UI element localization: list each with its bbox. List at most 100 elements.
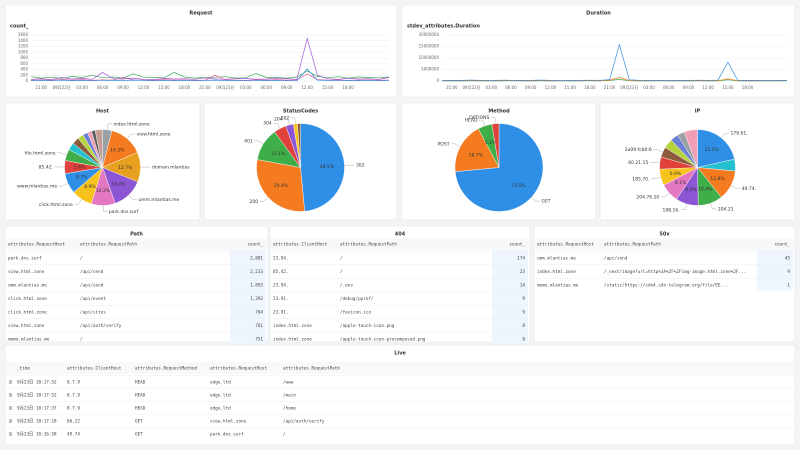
table-cell: /api/send <box>80 283 104 289</box>
panel-title: Live <box>394 351 406 357</box>
pie-slice <box>94 129 103 168</box>
x-tick-label: 03:00 <box>76 85 88 90</box>
slice-label: file.html.zone <box>25 150 56 156</box>
row-icon <box>9 380 12 384</box>
slice-value-label: 73.5% <box>511 183 526 189</box>
table-cell: /static/https://cdn4.cdn-telegram.org/fi… <box>604 283 728 289</box>
slice-label: 185.70. <box>632 176 649 182</box>
column-header: attributes.RequestHost <box>537 242 594 248</box>
table-cell: umm.mlantias.me <box>537 256 576 262</box>
table-cell: /api/send <box>604 256 628 262</box>
table-cell: 23.94. <box>273 256 289 262</box>
x-tick-label: 21:00 <box>35 85 47 90</box>
slice-label: 302 <box>356 163 365 169</box>
table-cell: 2,233 <box>250 269 263 275</box>
slice-value-label: 48.5% <box>320 164 335 170</box>
x-tick-label: 09月23日 <box>620 85 638 90</box>
y-tick-label: 1000 <box>18 49 29 54</box>
x-tick-label: 09月22日 <box>53 85 71 90</box>
leader-line <box>127 133 136 139</box>
table-cell: 764 <box>255 310 263 316</box>
table-cell: 8 <box>522 337 525 343</box>
y-tick-label: 0 <box>25 78 28 83</box>
table-cell: 23.91. <box>273 310 289 316</box>
x-tick-label: 18:00 <box>179 85 191 90</box>
table-cell: 66.22 <box>67 419 80 425</box>
leader-line <box>290 117 296 124</box>
slice-label: 2a09:fcb0:6 <box>625 147 652 153</box>
header-row <box>6 362 794 374</box>
column-header: attributes.RequestPath <box>340 242 397 248</box>
table-cell: /debug/pprof/ <box>340 296 374 302</box>
leader-line <box>74 199 82 205</box>
slice-value-label: 6.9% <box>670 171 682 177</box>
leader-line <box>254 140 264 145</box>
leader-line <box>653 149 663 153</box>
table-cell: 9月23日 18:17:52 <box>17 393 57 399</box>
x-tick-label: 09:00 <box>525 85 537 90</box>
slice-label: GET <box>541 199 550 205</box>
leader-line <box>730 185 741 189</box>
y-tick-label: 5000000 <box>421 67 439 72</box>
table-cell: 174 <box>517 256 525 262</box>
slice-label: www.mlantias.me <box>17 184 57 190</box>
table-cell: park.dns.surf <box>8 256 42 262</box>
table-cell: 1,893 <box>250 283 263 289</box>
slice-value-label: 21.5% <box>705 147 720 153</box>
table-cell: 85.42. <box>273 269 289 275</box>
column-header: attributes.RequestPath <box>283 366 340 372</box>
x-tick-label: 15:00 <box>322 85 334 90</box>
slice-value-label: 5.6% <box>74 165 86 171</box>
row-icon <box>9 419 12 423</box>
slice-label: 204.21 <box>718 206 734 212</box>
line-series <box>441 43 788 81</box>
panel-title: 50x <box>659 232 670 238</box>
x-tick-label: 09:00 <box>117 85 129 90</box>
pie-slice <box>300 123 345 212</box>
table-cell: view.html.zone <box>8 323 45 329</box>
x-tick-label: 06:00 <box>97 85 109 90</box>
table-cell: 9月23日 18:17:37 <box>17 406 57 412</box>
table-cell: umm.mlantias.me <box>8 283 47 289</box>
table-cell: 2,881 <box>250 256 263 262</box>
panel-title: Host <box>96 109 110 115</box>
table-cell: HEAD <box>135 393 146 399</box>
row-icon <box>9 406 12 410</box>
pie-slice <box>256 159 305 212</box>
table-cell: HEAD <box>135 380 146 386</box>
slice-label: 401 <box>244 138 253 144</box>
y-tick-label: 0 <box>436 78 439 83</box>
table-cell: /api/event <box>80 296 106 302</box>
panel <box>4 344 796 446</box>
row-icon <box>9 432 12 436</box>
slice-label: umm.mlantias.me <box>138 197 179 203</box>
slice-label: 179.61. <box>731 131 748 137</box>
x-tick-label: 12:00 <box>545 85 557 90</box>
table-cell: / <box>283 432 286 438</box>
table-cell: view.html.zone <box>8 269 45 275</box>
leader-line <box>478 119 486 126</box>
table-cell: 9 <box>522 296 525 302</box>
panel-title: 404 <box>395 232 406 238</box>
slice-value-label: 14.5% <box>110 148 125 154</box>
table-cell: 9月23日 18:16:58 <box>17 432 57 438</box>
table-cell: 14 <box>520 283 526 289</box>
x-tick-label: 09月22日 <box>462 85 480 90</box>
header-row <box>535 238 794 250</box>
slice-value-label: 9.6% <box>685 187 697 193</box>
slice-label: domain.mlantias <box>152 165 190 171</box>
table-cell: /api/send <box>80 269 104 275</box>
table-cell: click.html.zone <box>8 296 47 302</box>
table-cell: / <box>80 256 83 262</box>
table-cell: edge.ltd <box>210 406 231 412</box>
leader-line <box>660 192 670 198</box>
table-cell: 9 <box>787 269 790 275</box>
row-icon <box>9 393 12 397</box>
table-cell: park.dns.surf <box>210 432 244 438</box>
header-row <box>271 238 529 250</box>
leader-line <box>710 203 717 210</box>
table-cell: /apple-touch-icon.png <box>340 323 395 329</box>
y-tick-label: 1600 <box>18 32 29 37</box>
table-cell: / <box>340 256 343 262</box>
table-cell: 751 <box>255 337 263 343</box>
